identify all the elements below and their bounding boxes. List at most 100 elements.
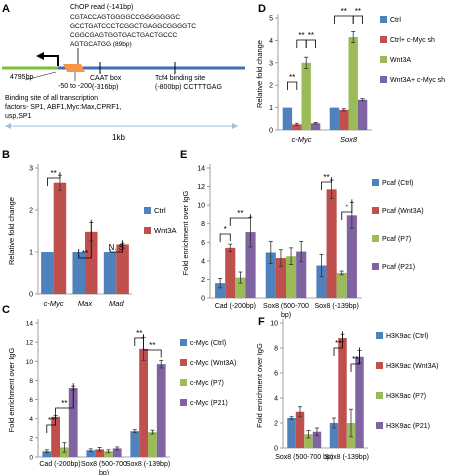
bar: [116, 244, 129, 294]
bar: [286, 256, 297, 298]
category-label: Cad (-200bp): [215, 303, 256, 310]
y-tick-label: 4: [274, 396, 278, 403]
significance-label: *: [224, 225, 227, 234]
y-tick-label: 0: [274, 446, 278, 453]
bar: [112, 448, 122, 457]
bar: [355, 356, 364, 448]
bar: [304, 434, 313, 448]
chop-read-seq-2: GCCTGATCCCTCGGCTGAGGCGGGGTC: [70, 23, 196, 30]
tcf4-site-position: (-800bp) CCTTTGAG: [155, 84, 222, 91]
category-label: Cad (-200bp): [39, 461, 80, 468]
bar: [86, 450, 96, 457]
y-tick-label: 0: [201, 296, 205, 303]
significance-label: **: [341, 7, 347, 16]
y-tick-label: 8: [274, 346, 278, 353]
bar: [139, 348, 148, 457]
label-4795bp: 4795bp: [10, 74, 33, 81]
y-tick-label: 4: [269, 38, 273, 45]
chart-e: 0 2 4 6 8 10 12 14 Fold enrichment over IgG Cad (…: [181, 164, 424, 319]
significance-label: **: [136, 329, 142, 338]
bar: [282, 107, 293, 130]
category-label: Sox8: [340, 135, 358, 144]
bar: [346, 215, 357, 298]
panel-a-letter: A: [2, 3, 10, 15]
chart-c: 0 2 4 6 8 10 12 14 Fold enrichment over IgG Cad (…: [7, 319, 236, 475]
legend-swatch: [376, 422, 383, 429]
significance-bracket: [78, 219, 92, 259]
scale-right-arrow-icon: [232, 123, 238, 129]
legend-label: H3K9ac (P7): [386, 393, 426, 400]
significance-label: *: [345, 203, 348, 212]
significance-label: **: [237, 209, 243, 218]
y-tick-label: 1: [269, 105, 273, 112]
legend-label: H3K9ac (P21): [386, 423, 430, 430]
binding-sites-line-3: usp,SP1: [5, 113, 32, 120]
legend-swatch: [376, 362, 383, 369]
bar: [156, 364, 166, 457]
chop-read-seq-3: CGGCGAGTGGTGACTGACTGCCC: [70, 32, 178, 39]
tss-arrowhead-icon: [36, 52, 44, 60]
bar: [53, 182, 67, 294]
y-tick-label: 2: [274, 421, 278, 428]
label-4795bp-pointer: [24, 71, 57, 81]
significance-bracket: [321, 177, 332, 190]
bar: [357, 99, 368, 130]
panel-b-letter: B: [2, 149, 10, 161]
y-tick-label: 8: [29, 378, 33, 385]
legend-swatch: [380, 56, 387, 63]
binding-region-box: [63, 64, 85, 72]
bar: [95, 449, 104, 457]
range-label: -50 to -200: [58, 83, 92, 90]
y-tick-label: 0: [29, 292, 33, 299]
bar: [326, 189, 337, 298]
bar: [103, 252, 117, 294]
chop-read-title: ChOP read (-141bp): [70, 4, 133, 11]
category-label: Sox8 (500-700: [263, 303, 309, 310]
significance-bracket: [305, 39, 316, 48]
bar: [275, 258, 286, 298]
significance-label: **: [298, 31, 304, 40]
panel-d-letter: D: [258, 3, 266, 15]
y-axis-label: Fold enrichment over IgG: [7, 348, 16, 433]
tss-arrow-icon: [44, 55, 59, 66]
legend-label: c-Myc (Ctrl): [190, 340, 226, 347]
significance-bracket: [229, 214, 251, 226]
chart-f: 0 2 4 6 8 10 Fold enrichment over IgG Sox8 (500…: [255, 319, 439, 461]
y-tick-label: 14: [197, 166, 205, 173]
legend-swatch: [180, 339, 187, 346]
y-tick-label: 0: [29, 455, 33, 462]
legend-swatch: [372, 179, 379, 186]
legend-swatch: [376, 392, 383, 399]
significance-bracket: [109, 240, 123, 253]
significance-label: **: [51, 169, 57, 178]
legend-label: Wnt3A: [390, 57, 411, 64]
panel-c-letter: C: [2, 304, 10, 316]
y-tick-label: 2: [29, 435, 33, 442]
y-tick-label: 14: [26, 321, 34, 328]
y-tick-label: 5: [269, 16, 273, 23]
legend-label: Pcaf (Wnt3A): [382, 208, 424, 215]
category-label: Sox8 (500-700: [81, 461, 127, 468]
y-axis-label: Fold enrichment over IgG: [181, 191, 190, 276]
legend-label: c-Myc (Wnt3A): [190, 360, 236, 367]
y-tick-label: 12: [197, 184, 205, 191]
y-axis-label: Relative fold change: [7, 197, 16, 265]
y-tick-label: 10: [26, 359, 34, 366]
significance-bracket: [143, 334, 162, 358]
legend-label: Ctrl+ c-Myc sh: [390, 37, 435, 44]
significance-label: **: [61, 399, 67, 408]
legend-label: H3K9ac (Ctrl): [386, 333, 428, 340]
category-label: c-Myc: [292, 135, 312, 144]
y-tick-label: 6: [201, 240, 205, 247]
significance-label: **: [289, 73, 295, 82]
legend-swatch: [376, 332, 383, 339]
significance-bracket: [352, 15, 363, 24]
category-label: c-Myc: [44, 299, 64, 308]
bar: [235, 277, 246, 298]
legend-swatch: [180, 399, 187, 406]
chop-read-seq-1: CGTACCAGTGGGGCCGGGGGGGC: [70, 14, 180, 21]
y-tick-label: 0: [269, 128, 273, 135]
legend-swatch: [144, 227, 151, 234]
category-label: Sox8 (-139bp): [325, 454, 369, 461]
legend-swatch: [144, 207, 151, 214]
